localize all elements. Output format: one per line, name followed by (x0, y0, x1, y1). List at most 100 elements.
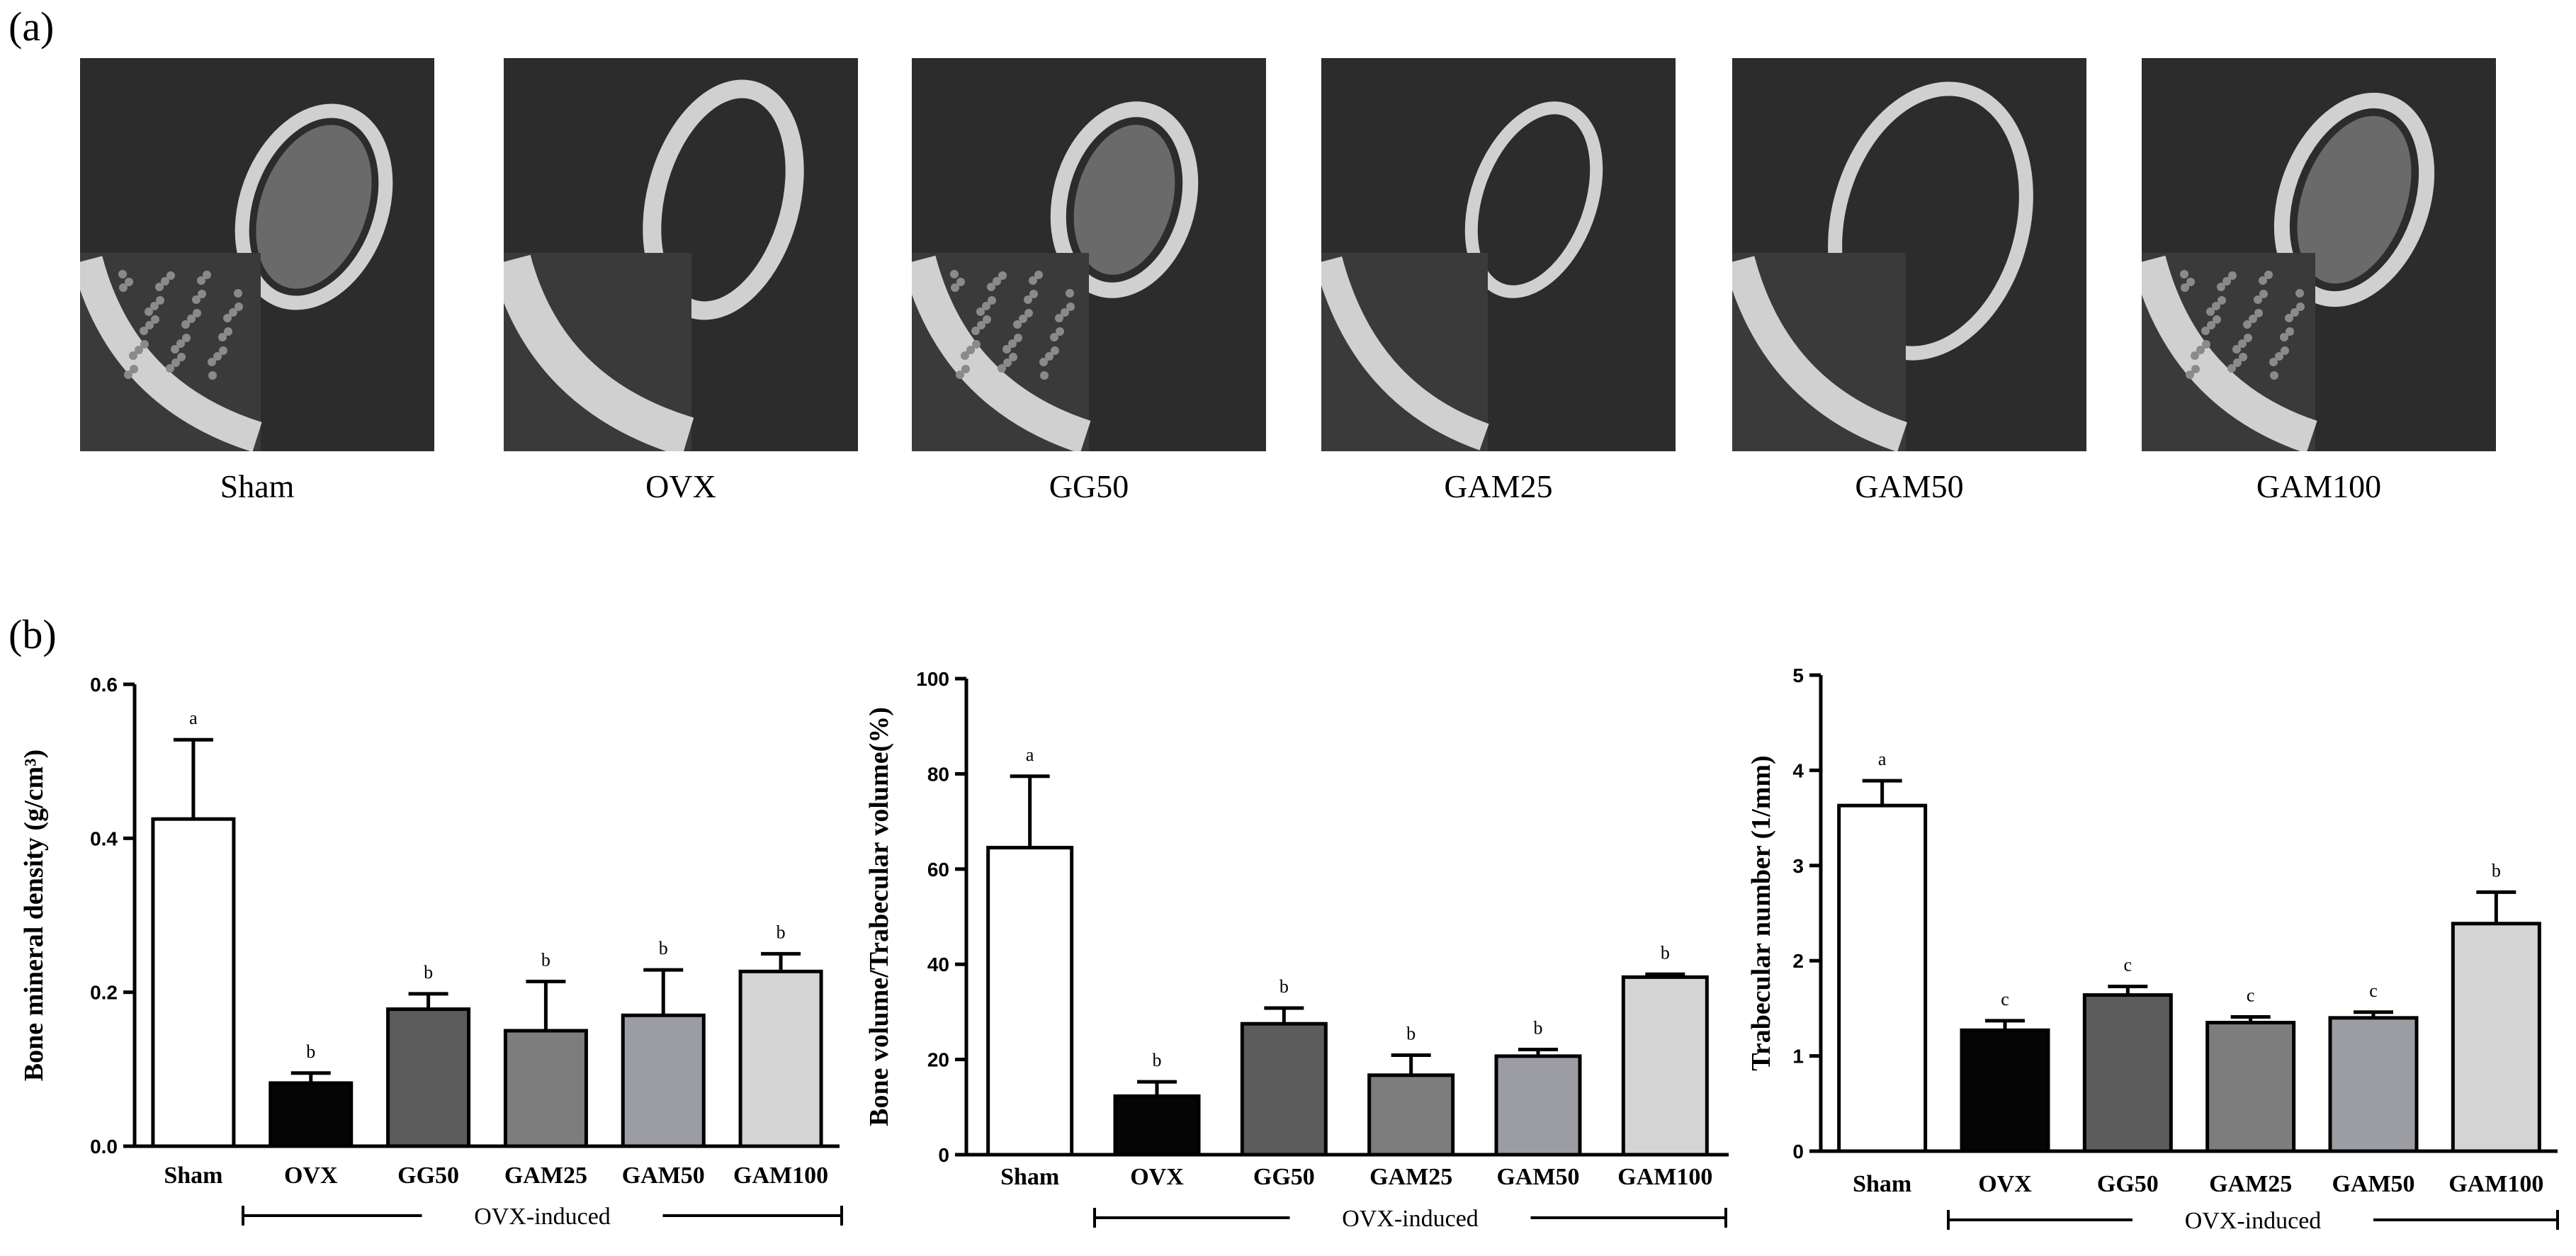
y-tick-label: 0 (1792, 1141, 1804, 1162)
category-label: GAM100 (1617, 1164, 1712, 1190)
bar-gam50 (621, 1013, 706, 1148)
y-tick-label: 60 (927, 859, 949, 881)
bar-gam25 (503, 1029, 588, 1148)
significance-label: b (659, 938, 668, 958)
significance-label: c (2369, 980, 2378, 1001)
panel-b-label: (b) (9, 611, 57, 657)
significance-label: b (424, 962, 433, 983)
category-label: GAM100 (733, 1162, 828, 1189)
significance-label: b (306, 1041, 315, 1062)
scan-drawing (2142, 58, 2496, 451)
bar-sham (151, 817, 236, 1148)
bar-gam100 (738, 969, 823, 1148)
bar-ovx (1113, 1094, 1201, 1157)
significance-label: a (1026, 745, 1034, 765)
y-tick-label: 0.6 (90, 674, 118, 696)
y-axis-label: Bone mineral density (g/cm³) (19, 749, 49, 1081)
significance-label: b (2492, 860, 2501, 881)
category-label: GG50 (397, 1162, 459, 1189)
category-label: OVX (1978, 1171, 2032, 1197)
significance-label: a (189, 708, 198, 728)
significance-label: b (1534, 1017, 1543, 1038)
micro-ct-label-gam50: GAM50 (1855, 468, 1964, 504)
group-label: OVX-induced (474, 1204, 611, 1230)
significance-label: b (1279, 976, 1289, 997)
category-label: GAM25 (2209, 1171, 2292, 1197)
micro-ct-label-ovx: OVX (645, 468, 716, 504)
significance-label: a (1878, 749, 1887, 769)
scan-drawing (1321, 58, 1676, 451)
y-tick-label: 5 (1792, 664, 1804, 686)
bar-gam50 (2328, 1016, 2419, 1153)
category-label: Sham (1853, 1171, 1911, 1197)
significance-label: b (541, 949, 550, 970)
significance-label: c (2247, 985, 2255, 1005)
y-tick-label: 1 (1792, 1046, 1804, 1068)
category-label: GAM25 (504, 1162, 587, 1189)
bar-gg50 (1240, 1022, 1328, 1157)
significance-label: b (1661, 942, 1670, 963)
bar-gg50 (2082, 993, 2173, 1153)
category-label: GAM50 (2332, 1171, 2414, 1197)
micro-ct-image-gam25 (1321, 58, 1676, 451)
y-tick-label: 0.2 (90, 982, 118, 1004)
micro-ct-image-sham (80, 58, 434, 451)
significance-label: b (1153, 1050, 1162, 1070)
category-label: GG50 (2097, 1171, 2159, 1197)
bar-gam100 (1621, 975, 1709, 1157)
y-tick-label: 100 (916, 668, 949, 690)
significance-label: b (1406, 1024, 1416, 1044)
bar-ovx (269, 1081, 354, 1148)
significance-label: b (776, 922, 786, 942)
scan-drawing (912, 58, 1266, 451)
y-tick-label: 3 (1792, 855, 1804, 877)
y-tick-label: 0.4 (90, 827, 118, 849)
y-tick-label: 2 (1792, 950, 1804, 972)
scan-drawing (80, 58, 434, 451)
category-label: GAM50 (622, 1162, 705, 1189)
bar-gam25 (2205, 1021, 2296, 1153)
category-label: GAM25 (1369, 1164, 1452, 1190)
significance-label: c (2124, 954, 2132, 975)
micro-ct-label-gg50: GG50 (1049, 468, 1129, 504)
category-label: GAM100 (2448, 1171, 2543, 1197)
category-label: Sham (1000, 1164, 1059, 1190)
micro-ct-label-gam25: GAM25 (1444, 468, 1553, 504)
category-label: Sham (164, 1162, 222, 1189)
group-label: OVX-induced (2185, 1208, 2322, 1234)
category-label: OVX (1130, 1164, 1184, 1190)
y-axis-label: Bone volume/Trabecular volume(%) (864, 707, 894, 1126)
y-tick-label: 40 (927, 954, 949, 975)
y-tick-label: 20 (927, 1049, 949, 1071)
bar-gam50 (1494, 1054, 1582, 1157)
y-axis-label: Trabecular number (1/mm) (1746, 755, 1776, 1070)
micro-ct-image-gam100 (2142, 58, 2496, 451)
scan-drawing (1732, 58, 2086, 451)
bar-gam100 (2451, 922, 2541, 1153)
y-tick-label: 4 (1792, 759, 1804, 781)
panel-a-label: (a) (9, 4, 55, 50)
y-tick-label: 0.0 (90, 1136, 118, 1158)
micro-ct-label-sham: Sham (220, 468, 295, 504)
group-label: OVX-induced (1342, 1206, 1479, 1232)
chart-2: 0 20 40 60 80 100 Bone volume/Trabecular volum… (864, 668, 1729, 1232)
micro-ct-image-gg50 (912, 58, 1266, 451)
scan-drawing (504, 58, 858, 451)
y-tick-label: 80 (927, 763, 949, 785)
micro-ct-image-gam50 (1732, 58, 2086, 451)
bar-gg50 (386, 1007, 471, 1148)
y-tick-label: 0 (938, 1144, 949, 1166)
chart-1: 0.0 0.2 0.4 0.6 Bone mineral density (g/cm³)… (19, 674, 843, 1230)
chart-3: 0 1 2 3 4 5 Trabecular number (1/mm) a Sham c OVX c… (1746, 664, 2559, 1234)
bar-sham (1837, 803, 1928, 1153)
bar-ovx (1960, 1028, 2050, 1153)
category-label: GAM50 (1496, 1164, 1579, 1190)
bar-sham (986, 846, 1074, 1157)
micro-ct-label-gam100: GAM100 (2256, 468, 2382, 504)
micro-ct-image-ovx (504, 58, 858, 451)
bar-gam25 (1367, 1073, 1455, 1157)
category-label: GG50 (1253, 1164, 1315, 1190)
category-label: OVX (284, 1162, 338, 1189)
significance-label: c (2001, 989, 2009, 1009)
